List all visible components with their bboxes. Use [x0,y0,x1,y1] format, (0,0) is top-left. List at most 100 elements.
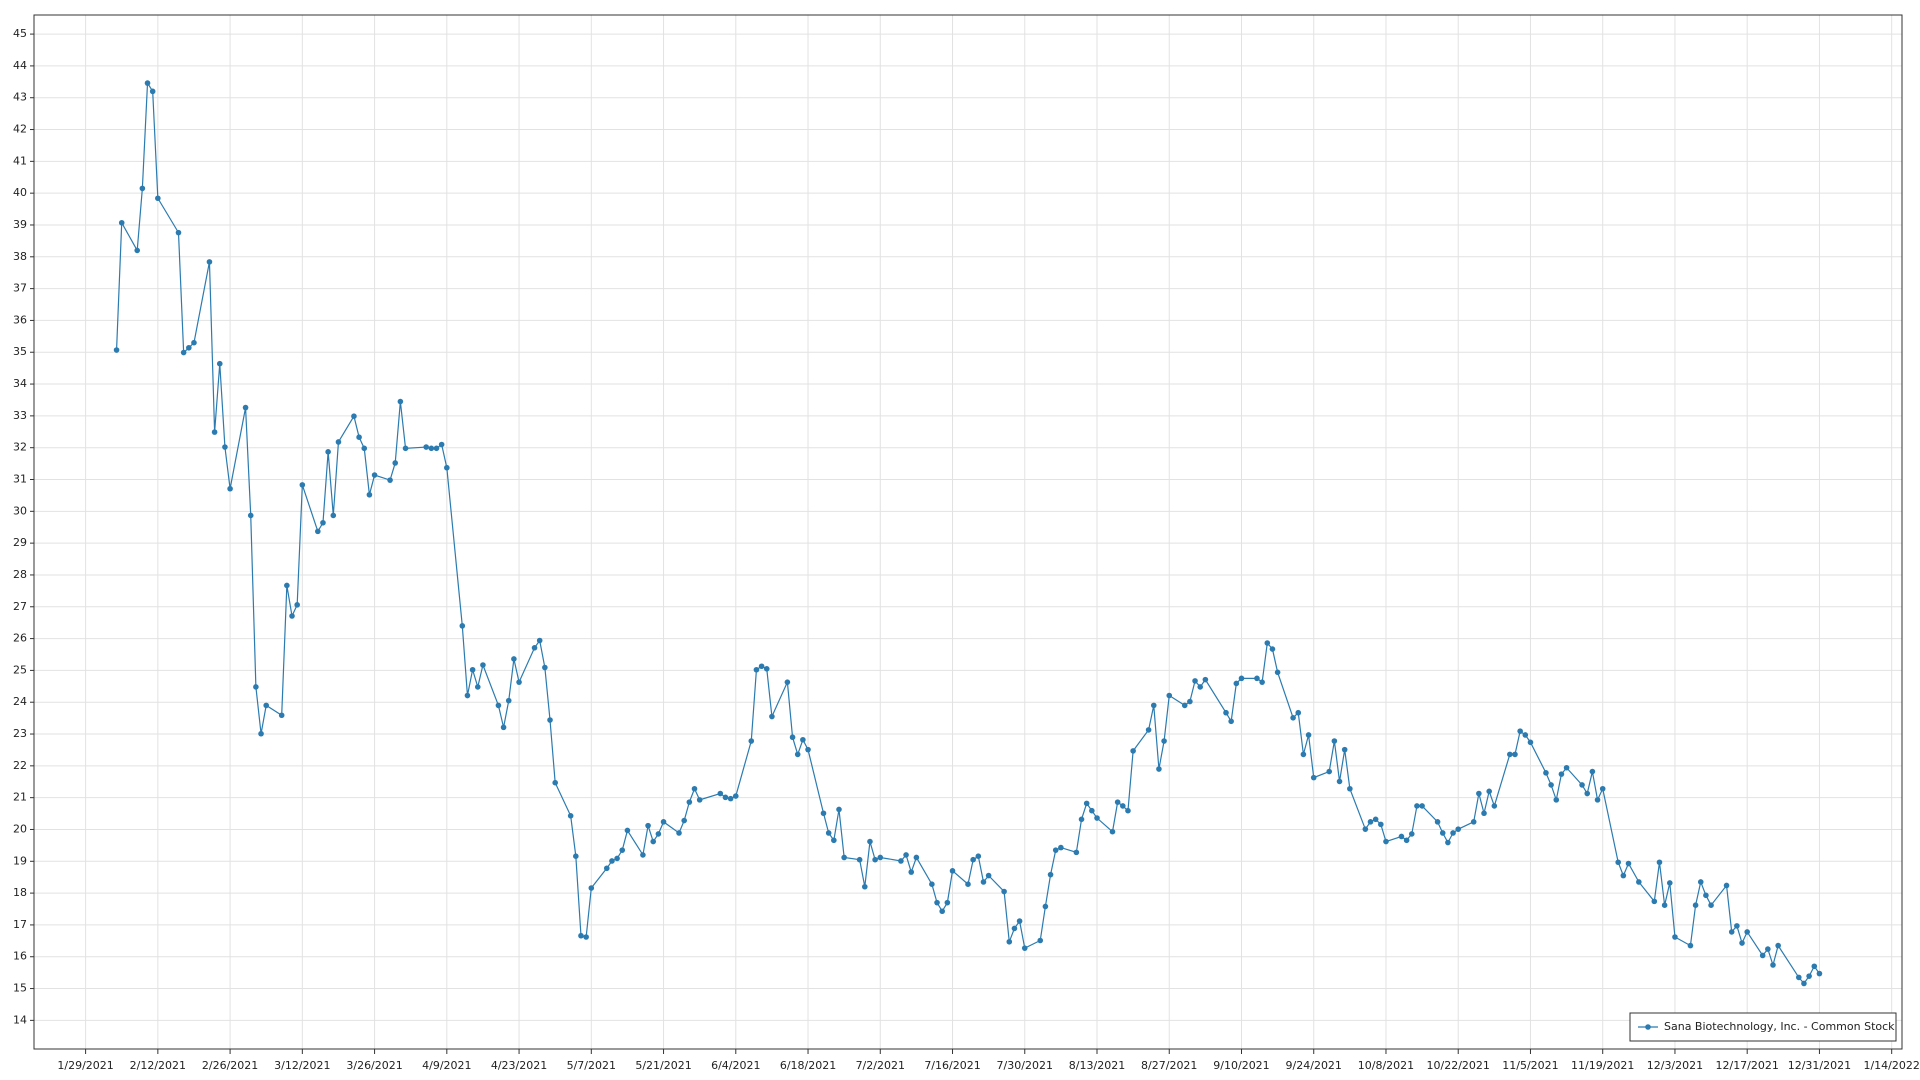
y-tick-label: 39 [13,218,27,231]
point [1274,669,1281,676]
point [423,444,429,450]
point [722,794,729,801]
x-tick-label: 12/31/2021 [1788,1059,1851,1072]
point [903,852,909,858]
point [536,637,543,644]
point [1011,925,1018,932]
plot-frame [33,14,1903,1050]
x-tick-label: 9/10/2021 [1213,1059,1269,1072]
point [1419,803,1425,809]
point [299,482,306,488]
y-tick-label: 37 [13,282,27,295]
point [1383,838,1389,845]
point [573,853,579,859]
point [578,932,584,939]
point [1486,788,1492,795]
point [934,899,940,906]
point [325,449,331,455]
point [1734,923,1740,929]
point [609,858,615,864]
point [175,229,182,236]
point [727,795,734,802]
point [1708,902,1714,908]
point [263,702,270,709]
point [567,812,574,819]
point [1378,821,1384,828]
point [1166,692,1173,699]
legend-box [1629,1012,1897,1042]
point [1522,732,1529,738]
point [1584,790,1591,797]
point [1672,934,1678,940]
y-tick-label: 24 [13,695,27,708]
point [691,785,698,792]
x-tick-label: 4/9/2021 [422,1059,471,1072]
point [1295,709,1302,716]
point [831,837,837,844]
point [1372,816,1379,823]
point [139,185,146,192]
point [474,684,481,690]
point [1058,844,1064,851]
x-tick-label: 12/17/2021 [1715,1059,1778,1072]
point [216,360,223,367]
point [1202,676,1209,683]
point [1806,973,1812,979]
point [361,445,368,452]
point [908,869,915,875]
point [1656,859,1663,866]
point [1687,942,1694,949]
y-tick-label: 19 [13,854,27,867]
point [1300,751,1307,758]
point [686,799,693,805]
point [763,666,770,672]
x-tick-label: 9/24/2021 [1286,1059,1342,1072]
point [1615,859,1621,866]
point [247,512,254,519]
point [1398,833,1405,840]
point [428,445,435,452]
point [206,259,213,265]
point [284,582,290,589]
point [1666,880,1673,886]
point [480,662,486,668]
point [1548,782,1554,788]
point [1636,879,1642,885]
point [1305,732,1312,738]
point [1739,940,1745,946]
point [371,472,378,478]
point [1120,803,1126,809]
y-tick-label: 44 [13,59,27,72]
point [1150,702,1157,709]
point [1336,778,1343,785]
point [1187,698,1193,705]
x-tick-label: 11/5/2021 [1502,1059,1558,1072]
point [1403,837,1410,844]
point [805,746,811,753]
point [1109,828,1116,835]
point [1042,903,1049,910]
point [1341,746,1348,753]
point [650,838,657,845]
y-tick-label: 36 [13,313,27,326]
x-tick-label: 8/27/2021 [1141,1059,1197,1072]
y-tick-label: 16 [13,950,27,963]
point [872,856,878,863]
point [134,247,141,254]
point [1744,929,1750,935]
point [1795,974,1802,981]
x-tick-label: 1/14/2022 [1863,1059,1919,1072]
y-tick-label: 27 [13,600,27,613]
point [975,853,982,859]
y-tick-label: 40 [13,186,27,199]
point [113,347,120,353]
point [1145,727,1152,733]
point [222,444,228,450]
point [949,868,956,874]
point [149,88,156,95]
point [1089,807,1095,814]
point [1331,738,1338,744]
point [1181,702,1188,709]
point [655,831,662,837]
